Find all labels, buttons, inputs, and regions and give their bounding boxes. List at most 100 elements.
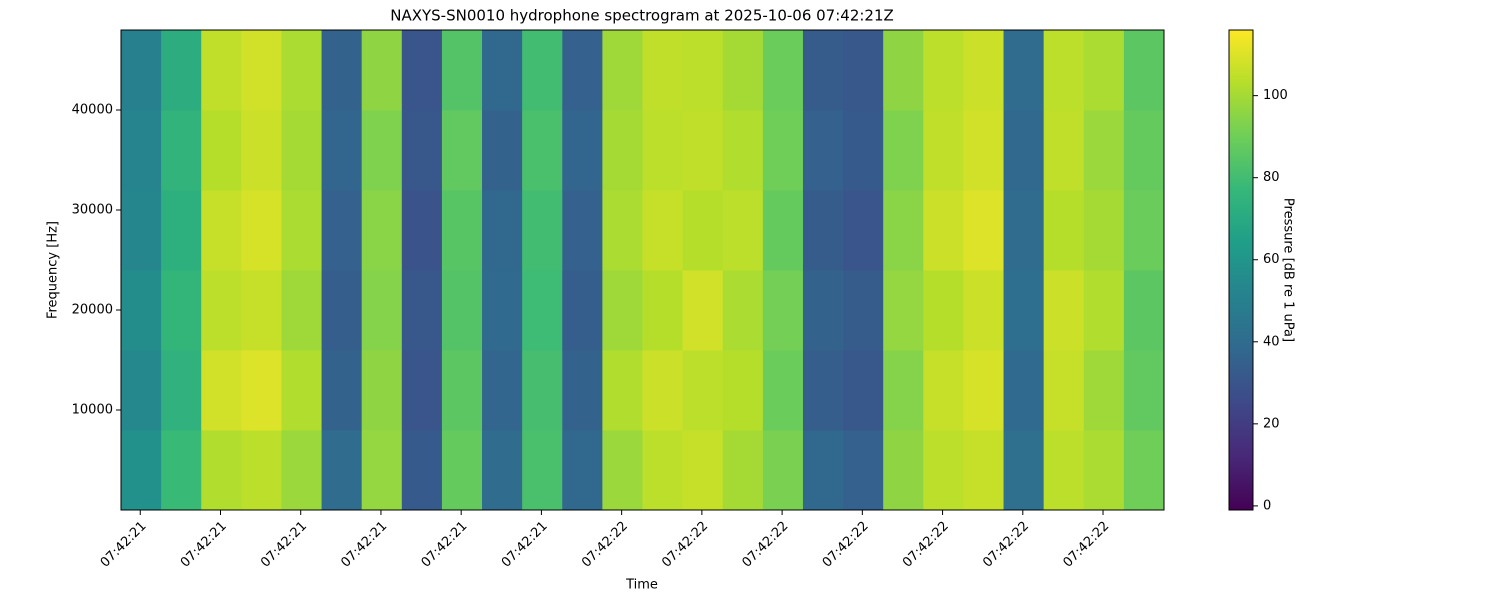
heatmap-cell <box>1003 190 1045 271</box>
heatmap-cell <box>201 270 242 351</box>
heatmap-cell <box>1083 350 1125 431</box>
heatmap-cell <box>802 190 844 271</box>
heatmap-cell <box>121 190 162 271</box>
heatmap-cell <box>361 110 403 191</box>
heatmap-cell <box>441 190 483 271</box>
heatmap-cell <box>1123 430 1165 511</box>
heatmap-cell <box>482 30 523 111</box>
heatmap-cell <box>522 270 563 351</box>
x-tick-label: 07:42:22 <box>659 519 711 571</box>
heatmap-cell <box>642 190 684 271</box>
heatmap-cell <box>562 110 603 191</box>
heatmap-cell <box>121 430 162 511</box>
heatmap-cell <box>923 350 964 431</box>
heatmap-cell <box>762 430 804 511</box>
heatmap-cell <box>1083 30 1125 111</box>
heatmap-cell <box>602 190 643 271</box>
x-tick-label: 07:42:22 <box>579 519 631 571</box>
heatmap-cell <box>441 30 483 111</box>
heatmap-cell <box>522 190 563 271</box>
heatmap-cell <box>923 270 964 351</box>
heatmap-cell <box>602 430 643 511</box>
colorbar-tick-label: 80 <box>1263 170 1280 185</box>
heatmap-cell <box>843 30 884 111</box>
heatmap-cell <box>562 30 603 111</box>
heatmap-cell <box>1123 190 1165 271</box>
chart-title: NAXYS-SN0010 hydrophone spectrogram at 2… <box>390 7 894 25</box>
heatmap-cell <box>843 350 884 431</box>
y-tick-label: 30000 <box>72 203 113 218</box>
heatmap-cell <box>281 430 323 511</box>
heatmap-cell <box>562 350 603 431</box>
heatmap-cell <box>1083 430 1125 511</box>
heatmap-cell <box>1003 270 1045 351</box>
y-tick-label: 10000 <box>72 403 113 418</box>
x-tick-label: 07:42:21 <box>258 519 310 571</box>
heatmap-cell <box>161 110 202 191</box>
heatmap-cell <box>963 270 1005 351</box>
x-tick-label: 07:42:21 <box>419 519 471 571</box>
heatmap-cell <box>201 430 242 511</box>
heatmap-cell <box>883 430 924 511</box>
y-tick-label: 40000 <box>72 103 113 118</box>
heatmap-cell <box>1003 430 1045 511</box>
heatmap-cell <box>161 190 202 271</box>
heatmap-cell <box>642 110 684 191</box>
y-axis-label: Frequency [Hz] <box>46 221 61 319</box>
heatmap-cell <box>482 110 523 191</box>
x-tick-label: 07:42:21 <box>338 519 390 571</box>
heatmap-cell <box>361 190 403 271</box>
heatmap-cell <box>161 270 202 351</box>
heatmap-cell <box>1043 190 1085 271</box>
heatmap-cell <box>482 270 523 351</box>
heatmap-cell <box>281 110 323 191</box>
heatmap-cell <box>722 190 764 271</box>
x-axis-label: Time <box>625 578 658 593</box>
heatmap-cell <box>121 110 162 191</box>
heatmap-cell <box>722 350 764 431</box>
heatmap-cell <box>401 30 443 111</box>
heatmap-cell <box>401 270 443 351</box>
heatmap-cell <box>802 30 844 111</box>
heatmap-cell <box>482 350 523 431</box>
heatmap-cell <box>241 270 282 351</box>
colorbar <box>1228 29 1254 511</box>
heatmap-cell <box>522 110 563 191</box>
heatmap-cell <box>401 110 443 191</box>
heatmap-cell <box>963 430 1005 511</box>
heatmap-cell <box>562 430 603 511</box>
heatmap-cell <box>963 190 1005 271</box>
heatmap-cell <box>642 30 684 111</box>
heatmap-cell <box>682 110 724 191</box>
heatmap-cell <box>923 110 964 191</box>
heatmap-cell <box>241 30 282 111</box>
heatmap-cell <box>1003 30 1045 111</box>
x-tick-label: 07:42:22 <box>980 519 1032 571</box>
colorbar-tick-label: 100 <box>1263 88 1288 103</box>
heatmap-cell <box>321 430 363 511</box>
heatmap-cell <box>843 110 884 191</box>
heatmap-cell <box>1123 110 1165 191</box>
heatmap-cell <box>361 270 403 351</box>
heatmap-cell <box>401 350 443 431</box>
heatmap-cell <box>241 430 282 511</box>
heatmap-cell <box>923 30 964 111</box>
heatmap-cell <box>802 110 844 191</box>
heatmap-cell <box>762 270 804 351</box>
heatmap-cell <box>522 430 563 511</box>
x-tick-label: 07:42:21 <box>178 519 230 571</box>
colorbar-tick-label: 0 <box>1263 498 1271 513</box>
heatmap-cell <box>281 270 323 351</box>
heatmap-cell <box>121 30 162 111</box>
heatmap-cell <box>883 110 924 191</box>
colorbar-tick-label: 40 <box>1263 334 1280 349</box>
heatmap-cell <box>602 30 643 111</box>
heatmap-cell <box>562 190 603 271</box>
colorbar-tick-label: 20 <box>1263 416 1280 431</box>
heatmap-cell <box>843 190 884 271</box>
heatmap-cell <box>522 30 563 111</box>
heatmap-cell <box>1123 270 1165 351</box>
heatmap-cell <box>642 270 684 351</box>
heatmap-cell <box>1043 30 1085 111</box>
